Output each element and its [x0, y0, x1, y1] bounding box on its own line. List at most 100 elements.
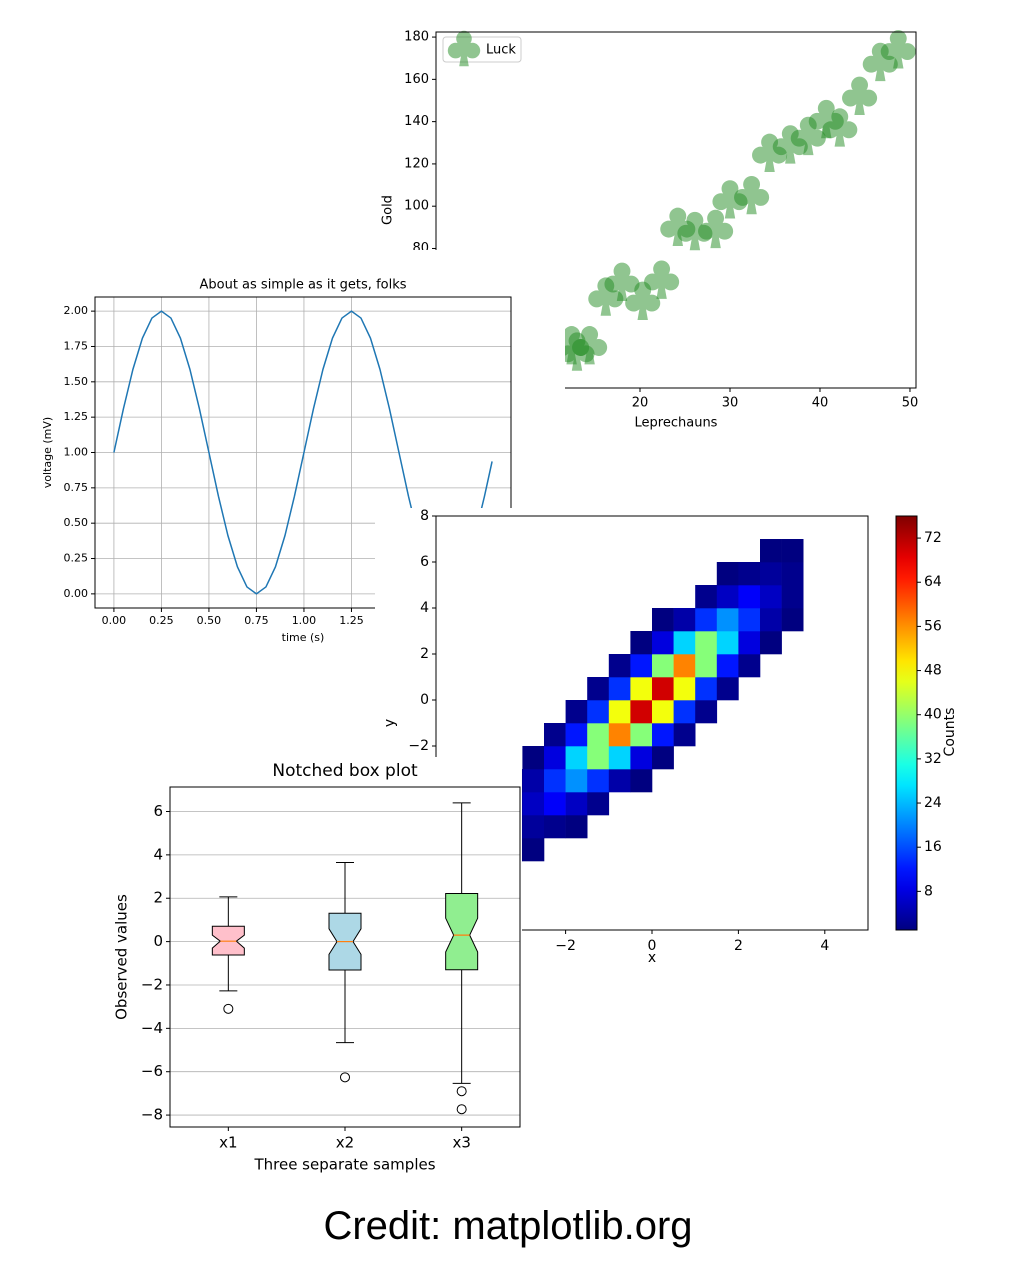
club-marker: [572, 326, 608, 365]
colorbar-label: Counts: [942, 708, 958, 757]
hist-cell: [716, 631, 739, 655]
club-marker: [625, 281, 661, 321]
hist-cell: [716, 677, 739, 701]
hist-cell: [565, 746, 588, 770]
hist-cell: [738, 631, 761, 655]
legend-marker: [447, 30, 481, 67]
y-tick-label: 0: [420, 692, 429, 708]
hist-cell: [738, 608, 761, 632]
flier: [456, 1104, 467, 1115]
flier: [456, 1086, 467, 1097]
hist-cell: [673, 723, 696, 747]
flier: [223, 1003, 234, 1014]
club-marker: [772, 125, 808, 164]
chart-title: About as simple as it gets, folks: [199, 278, 406, 293]
hist-cell: [587, 792, 610, 816]
hist-cell: [738, 562, 761, 586]
x-axis-label: time (s): [282, 631, 325, 644]
y-tick-label: 0.75: [64, 481, 89, 494]
hist-cell: [565, 700, 588, 724]
club-marker: [862, 42, 898, 82]
colorbar-tick-label: 16: [924, 839, 942, 855]
club-marker: [588, 277, 624, 316]
hist-cell: [781, 539, 804, 563]
x-tick-label: −2: [555, 938, 576, 954]
hist-cell: [652, 746, 674, 770]
chart-panel: x1 x2 x3 −8 −6 −4 −2 0 2 4 6 Notched box plot Three …: [98, 757, 522, 1180]
x-tick-label: 2: [734, 938, 743, 954]
hist-cell: [673, 631, 696, 655]
y-tick-label: −8: [141, 1106, 163, 1124]
hist-cell: [630, 769, 653, 793]
y-tick-label: 1.50: [64, 375, 89, 388]
x-tick-label: 30: [722, 396, 739, 411]
hist-cell: [630, 654, 653, 678]
hist-cell: [587, 700, 610, 724]
hist-cell: [652, 700, 674, 724]
club-marker: [880, 30, 916, 69]
x-tick-label: 0.25: [149, 614, 174, 627]
x-tick-label: 1.25: [339, 614, 364, 627]
colorbar-tick-label: 48: [924, 663, 942, 679]
hist-cell: [565, 815, 588, 839]
hist-cell: [587, 746, 610, 770]
hist-cell: [630, 631, 653, 655]
y-tick-label: 2: [420, 646, 429, 662]
x-tick-label: 4: [820, 938, 829, 954]
y-tick-label: 140: [404, 114, 429, 129]
hist-cell: [781, 562, 804, 586]
y-tick-label: 0: [153, 932, 163, 950]
y-tick-label: 1.00: [64, 446, 89, 459]
y-tick-label: 0.00: [64, 587, 89, 600]
club-marker: [822, 108, 858, 147]
y-tick-label: 160: [404, 72, 429, 87]
hist-cell: [608, 677, 631, 701]
hist-cell: [738, 585, 761, 609]
x-axis-label: Leprechauns: [635, 416, 718, 431]
hist-cell: [587, 769, 610, 793]
x-tick-label: x3: [452, 1134, 470, 1152]
hist-cell: [760, 631, 782, 655]
y-axis-label: voltage (mV): [41, 417, 54, 488]
y-axis-label: Observed values: [113, 894, 131, 1020]
club-marker: [604, 262, 640, 301]
hist-cell: [587, 723, 610, 747]
x-tick-label: x1: [219, 1134, 237, 1152]
y-tick-label: 100: [404, 199, 429, 214]
colorbar-tick-label: 64: [924, 574, 942, 590]
flier: [340, 1072, 350, 1083]
y-tick-label: −2: [141, 975, 163, 993]
y-axis-label: y: [382, 719, 398, 727]
club-marker: [790, 116, 826, 156]
chart-title: Notched box plot: [272, 761, 418, 781]
hist-cell: [738, 654, 761, 678]
hist-cell: [544, 792, 566, 816]
x-tick-label: 20: [632, 396, 649, 411]
hist-cell: [587, 677, 610, 701]
hist-cell: [608, 654, 631, 678]
y-axis-label: Gold: [381, 195, 396, 225]
club-marker: [677, 211, 713, 251]
hist-cell: [544, 746, 566, 770]
hist-cell: [652, 631, 674, 655]
club-marker: [842, 76, 878, 115]
y-tick-label: 4: [153, 845, 163, 863]
hist-cell: [760, 608, 782, 632]
hist-cell: [673, 677, 696, 701]
x-tick-label: 0: [648, 938, 657, 954]
club-marker: [698, 209, 734, 249]
colorbar-tick-label: 72: [924, 530, 942, 546]
y-tick-label: 6: [153, 802, 163, 820]
x-tick-label: x2: [336, 1134, 354, 1152]
y-tick-label: 0.50: [64, 516, 89, 529]
x-tick-label: 0.75: [244, 614, 269, 627]
hist-cell: [781, 608, 804, 632]
hist-cell: [673, 654, 696, 678]
colorbar: [895, 515, 918, 931]
hist-cell: [695, 608, 718, 632]
hist-cell: [522, 838, 545, 862]
colorbar-tick-label: 40: [924, 707, 942, 723]
hist-cell: [716, 608, 739, 632]
